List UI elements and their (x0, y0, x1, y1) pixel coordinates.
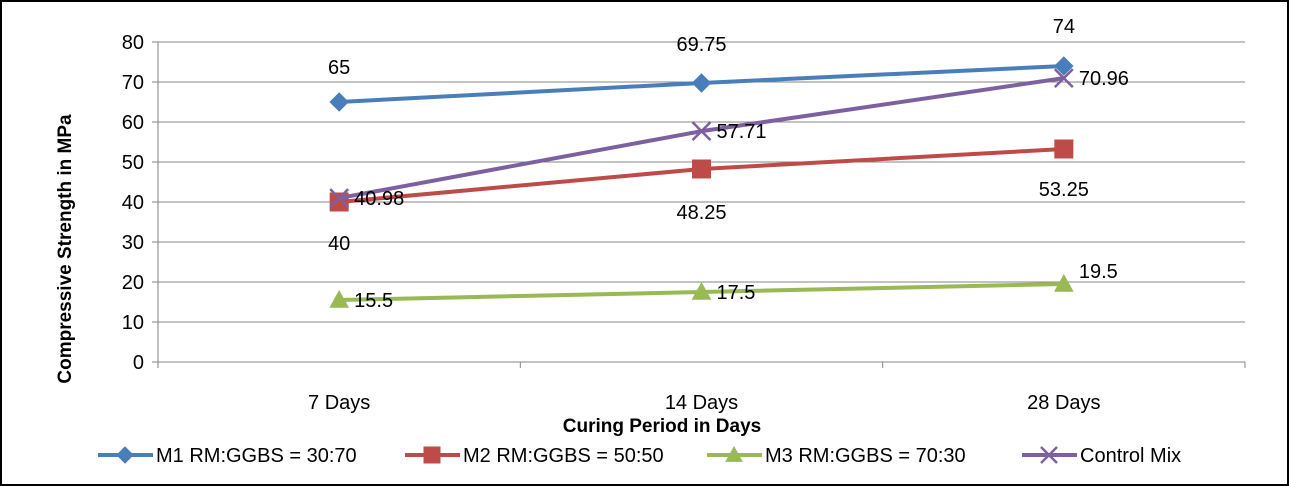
data-point (329, 188, 350, 208)
legend-item-1: M1 RM:GGBS = 30:70 (98, 445, 357, 467)
data-label: 15.5 (354, 290, 393, 312)
legend-label: Control Mix (1080, 445, 1181, 467)
x-tick-label: 14 Days (665, 392, 738, 414)
series-1 (329, 56, 1074, 112)
data-label: 74 (1053, 16, 1075, 38)
legend-marker (725, 445, 743, 462)
data-label: 19.5 (1079, 261, 1118, 283)
data-point (691, 121, 712, 142)
data-point (329, 289, 350, 308)
legend-item-3: M3 RM:GGBS = 70:30 (707, 445, 966, 467)
data-point (691, 73, 712, 93)
legend-item-2: M2 RM:GGBS = 50:50 (405, 445, 664, 467)
data-point (1054, 56, 1074, 76)
series-3 (329, 273, 1074, 308)
data-labels: 40 48.25 53.25 15.5 17.5 19.5 65 69.75 74 40.98 57… (328, 16, 1129, 312)
legend-marker (116, 446, 134, 464)
y-tick-label: 80 (122, 32, 144, 54)
y-tick-label: 10 (122, 312, 144, 334)
marker-stroke (1053, 68, 1074, 89)
data-point (1053, 273, 1074, 292)
data-point (692, 159, 711, 179)
data-label: 53.25 (1039, 179, 1089, 201)
legend-label: M2 RM:GGBS = 50:50 (463, 445, 664, 467)
data-label: 40.98 (354, 188, 404, 210)
legend-marker (423, 446, 441, 464)
axes: 0 10 20 30 40 50 60 70 80 7 Days 14 Days 28 Days (122, 32, 1246, 414)
y-tick-label: 70 (122, 72, 144, 94)
data-point (1054, 139, 1074, 159)
series (329, 56, 1074, 308)
legend: M1 RM:GGBS = 30:70 M2 RM:GGBS = 50:50 M3 R… (98, 445, 1181, 467)
data-label: 69.75 (676, 34, 726, 56)
x-axis-title: Curing Period in Days (563, 416, 761, 437)
data-label: 17.5 (717, 282, 756, 304)
data-label: 57.71 (717, 121, 767, 143)
marker-stroke (1040, 446, 1058, 464)
data-label: 48.25 (676, 202, 726, 224)
legend-marker (1040, 446, 1058, 464)
x-tick-label: 28 Days (1027, 392, 1100, 414)
data-point (1053, 68, 1074, 89)
data-label: 70.96 (1079, 68, 1129, 90)
y-tick-label: 30 (122, 232, 144, 254)
y-tick-label: 0 (133, 352, 144, 374)
y-tick-label: 40 (122, 192, 144, 214)
series-4 (329, 68, 1074, 208)
y-tick-label: 50 (122, 152, 144, 174)
data-label: 40 (328, 233, 350, 255)
legend-item-4: Control Mix (1022, 445, 1181, 467)
data-point (329, 92, 349, 112)
x-tick-label: 7 Days (308, 392, 370, 414)
legend-label: M3 RM:GGBS = 70:30 (765, 445, 966, 467)
y-axis-title: Compressive Strength in MPa (55, 114, 76, 384)
y-tick-label: 20 (122, 272, 144, 294)
data-label: 65 (328, 57, 350, 79)
legend-label: M1 RM:GGBS = 30:70 (156, 445, 357, 467)
marker-stroke (329, 188, 350, 208)
data-point (691, 281, 712, 300)
y-tick-label: 60 (122, 112, 144, 134)
marker-stroke (691, 121, 712, 142)
